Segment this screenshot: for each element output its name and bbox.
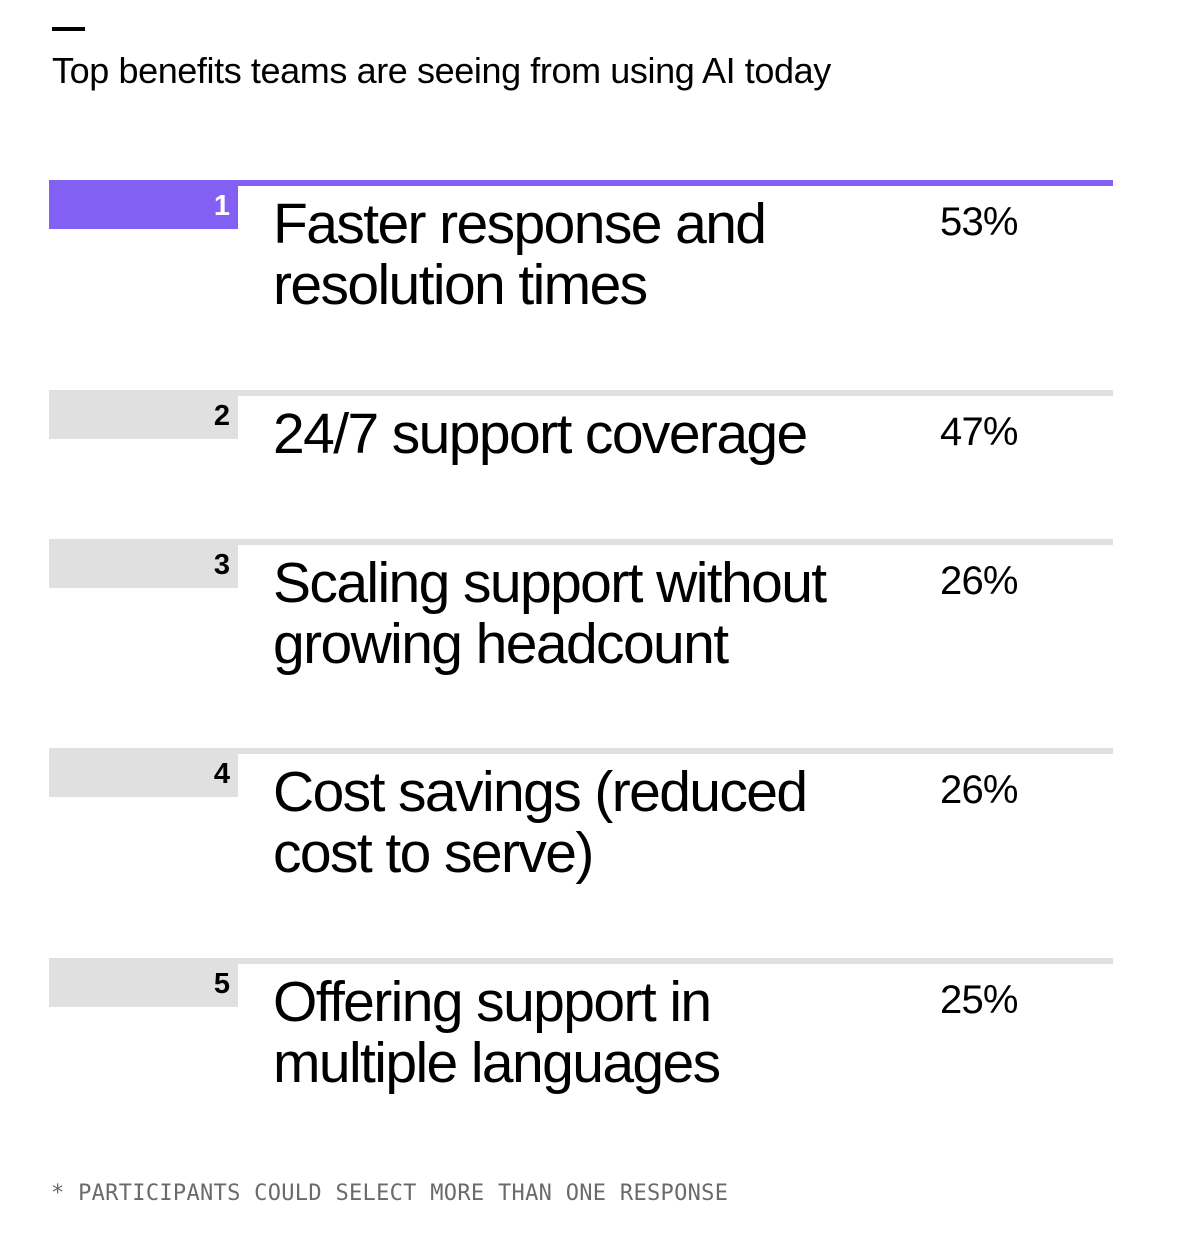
benefit-label: 24/7 support coverage (273, 402, 808, 466)
footnote: * PARTICIPANTS COULD SELECT MORE THAN ON… (51, 1181, 729, 1206)
rank-number: 1 (213, 190, 230, 222)
percentage-value: 47% (940, 410, 1018, 454)
table-row: 4 Cost savings (reduced cost to serve) 26% (0, 748, 1186, 948)
percentage-value: 25% (940, 978, 1018, 1022)
percentage-value: 53% (940, 200, 1018, 244)
table-row: 3 Scaling support without growing headcou… (0, 539, 1186, 739)
row-divider-line (238, 539, 1113, 545)
title-accent-dash (52, 27, 85, 31)
benefit-label: Scaling support without growing headcoun… (273, 551, 827, 676)
chart-title: Top benefits teams are seeing from using… (52, 50, 831, 91)
benefit-label: Faster response and resolution times (273, 192, 767, 317)
benefit-label: Offering support in multiple languages (273, 970, 721, 1095)
rank-tab (49, 180, 238, 229)
row-divider-line (238, 748, 1113, 754)
table-row: 2 24/7 support coverage 47% (0, 390, 1186, 590)
rank-number: 3 (213, 549, 230, 581)
percentage-value: 26% (940, 768, 1018, 812)
rank-tab (49, 958, 238, 1007)
rank-number: 2 (213, 400, 230, 432)
rank-number: 5 (213, 968, 230, 1000)
rank-tab (49, 390, 238, 439)
percentage-value: 26% (940, 559, 1018, 603)
row-divider-line (238, 390, 1113, 396)
benefit-label: Cost savings (reduced cost to serve) (273, 760, 808, 885)
rank-tab (49, 748, 238, 797)
rank-tab (49, 539, 238, 588)
table-row: 5 Offering support in multiple languages 2… (0, 958, 1186, 1158)
row-divider-line (238, 958, 1113, 964)
rank-number: 4 (213, 758, 230, 790)
table-row: 1 Faster response and resolution times 53% (0, 180, 1186, 380)
row-divider-line (238, 180, 1113, 186)
